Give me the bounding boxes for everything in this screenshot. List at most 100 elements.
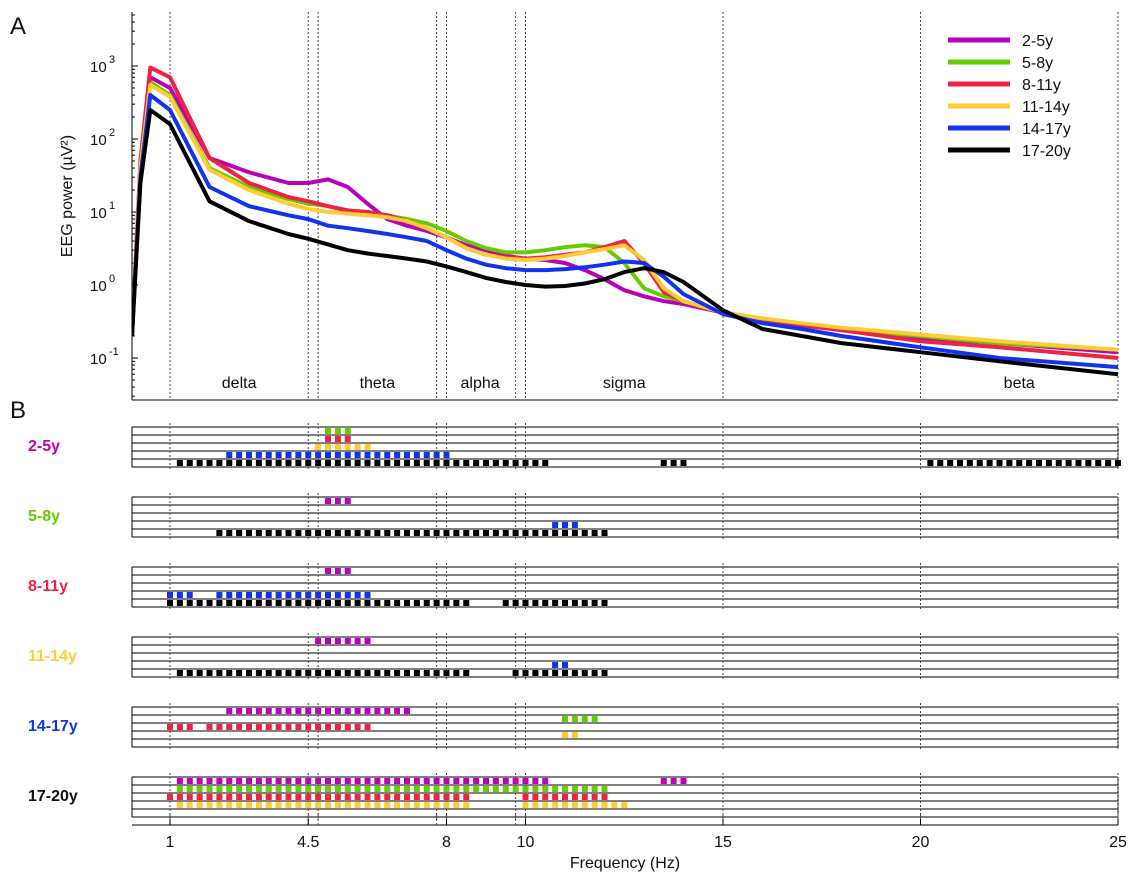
significance-marker — [196, 460, 203, 466]
significance-marker — [581, 786, 588, 792]
significance-marker — [542, 460, 549, 466]
significance-marker — [216, 802, 223, 808]
significance-marker — [186, 778, 193, 784]
significance-marker — [295, 460, 302, 466]
significance-marker — [275, 460, 282, 466]
series-line-5-8y — [132, 80, 1118, 352]
significance-marker — [562, 802, 568, 808]
significance-marker — [364, 802, 371, 808]
significance-marker — [581, 600, 588, 606]
significance-marker — [542, 778, 549, 784]
significance-marker — [571, 522, 578, 528]
significance-marker — [680, 778, 687, 784]
significance-marker — [275, 708, 282, 714]
significance-marker — [255, 460, 262, 466]
x-axis-label: Frequency (Hz) — [570, 855, 680, 872]
significance-marker — [236, 452, 243, 458]
y-tick-exponent: 1 — [109, 200, 115, 212]
significance-marker — [246, 778, 252, 784]
significance-marker — [364, 638, 371, 644]
significance-marker — [325, 778, 331, 784]
significance-marker — [325, 638, 331, 644]
significance-marker — [384, 670, 391, 676]
significance-marker — [463, 530, 470, 536]
band-label-alpha: alpha — [460, 375, 499, 392]
significance-marker — [255, 708, 262, 714]
significance-marker — [275, 592, 282, 598]
significance-marker — [315, 460, 322, 466]
significance-marker — [512, 778, 519, 784]
significance-marker — [315, 444, 322, 450]
significance-marker — [344, 568, 351, 574]
significance-marker — [453, 802, 460, 808]
significance-marker — [265, 530, 272, 536]
significance-marker — [512, 786, 519, 792]
legend-label: 11-14y — [1022, 99, 1070, 116]
significance-marker — [364, 708, 371, 714]
significance-marker — [384, 708, 391, 714]
significance-marker — [552, 802, 559, 808]
significance-marker — [246, 708, 252, 714]
significance-marker — [404, 600, 410, 606]
significance-marker — [453, 794, 460, 800]
significance-marker — [660, 460, 667, 466]
significance-marker — [186, 460, 193, 466]
significance-marker — [571, 600, 578, 606]
significance-marker — [522, 802, 529, 808]
significance-marker — [473, 786, 480, 792]
significance-marker — [285, 600, 292, 606]
significance-marker — [1026, 460, 1033, 466]
significance-marker — [167, 794, 173, 800]
significance-marker — [374, 460, 381, 466]
series-line-11-14y — [132, 83, 1118, 352]
significance-marker — [443, 452, 450, 458]
group-label: 11-14y — [28, 648, 77, 665]
group-label: 5-8y — [28, 508, 60, 525]
significance-marker — [394, 460, 401, 466]
significance-marker — [226, 452, 233, 458]
x-tick-label: 10 — [517, 834, 535, 851]
significance-marker — [226, 670, 233, 676]
legend-label: 14-17y — [1022, 121, 1071, 138]
significance-marker — [285, 794, 292, 800]
significance-marker — [571, 802, 578, 808]
significance-marker — [512, 460, 519, 466]
significance-marker — [246, 592, 252, 598]
significance-marker — [275, 530, 282, 536]
panel-b: B2-5y 5-8y 8-11y 11-14y 14-17y 17-20y 1 4.5 8 10 1… — [10, 397, 1127, 872]
significance-marker — [325, 452, 331, 458]
significance-marker — [344, 778, 351, 784]
significance-marker — [315, 670, 322, 676]
significance-marker — [986, 460, 993, 466]
significance-marker — [246, 460, 252, 466]
significance-marker — [512, 600, 519, 606]
y-tick-label: 10 — [90, 132, 107, 149]
significance-marker — [1036, 460, 1042, 466]
significance-marker — [285, 802, 292, 808]
significance-marker — [1115, 460, 1121, 466]
y-tick-label: 10 — [90, 205, 107, 222]
significance-marker — [334, 530, 341, 536]
significance-marker — [295, 670, 302, 676]
significance-marker — [552, 794, 559, 800]
significance-marker — [176, 724, 183, 730]
significance-marker — [423, 670, 430, 676]
significance-marker — [502, 460, 509, 466]
significance-marker — [542, 786, 549, 792]
significance-marker — [325, 794, 331, 800]
significance-marker — [295, 530, 302, 536]
significance-marker — [236, 670, 243, 676]
significance-marker — [305, 460, 312, 466]
significance-marker — [374, 794, 381, 800]
significance-marker — [542, 794, 549, 800]
significance-marker — [413, 530, 420, 536]
significance-marker — [285, 778, 292, 784]
significance-marker — [581, 530, 588, 536]
significance-marker — [216, 778, 223, 784]
significance-marker — [443, 460, 450, 466]
significance-marker — [601, 794, 608, 800]
significance-marker — [423, 600, 430, 606]
y-tick-label: 10 — [90, 351, 107, 368]
significance-marker — [532, 530, 539, 536]
significance-marker — [226, 708, 233, 714]
